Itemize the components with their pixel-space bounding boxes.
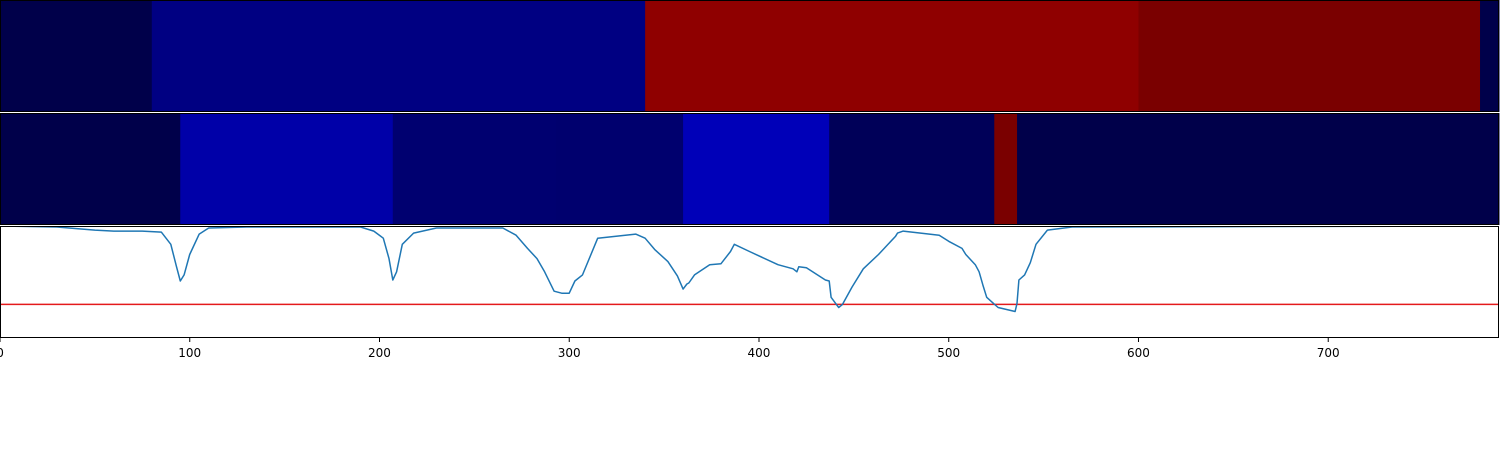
heatmap-top-segment xyxy=(645,0,1139,112)
heatmap-top-segment xyxy=(151,0,646,112)
heatmap-top-segment xyxy=(0,0,153,112)
x-tick-label: 200 xyxy=(368,346,391,360)
x-tick-label: 500 xyxy=(937,346,960,360)
heatmap-bottom-segment xyxy=(994,113,1018,225)
x-tick-label: 100 xyxy=(178,346,201,360)
heatmap-bottom-segment xyxy=(829,113,995,225)
line-panel-bg xyxy=(0,226,1500,338)
heatmap-bottom-segment xyxy=(1017,113,1500,225)
x-tick-label: 400 xyxy=(748,346,771,360)
line-panel-frame xyxy=(0,226,1499,338)
heatmap-top-segment xyxy=(1138,0,1481,112)
heatmap-top-frame xyxy=(0,0,1499,112)
x-tick-label: 600 xyxy=(1127,346,1150,360)
heatmap-bottom-segment xyxy=(180,113,394,225)
x-tick-label: 700 xyxy=(1317,346,1340,360)
x-tick-label: 0 xyxy=(0,346,4,360)
heatmap-bottom-segment xyxy=(555,113,684,225)
x-axis: 0 100 200 300 400 500 600 700 xyxy=(0,338,1340,360)
heatmap-bottom-frame xyxy=(0,113,1499,225)
x-tick-label: 300 xyxy=(558,346,581,360)
heatmap-top xyxy=(0,0,1500,112)
heatmap-bottom-segment xyxy=(392,113,557,225)
heatmap-bottom-segment xyxy=(683,113,830,225)
line-panel xyxy=(0,226,1500,338)
heatmap-bottom xyxy=(0,113,1500,225)
heatmap-top-segment xyxy=(1480,0,1500,112)
heatmap-bottom-segment xyxy=(0,113,181,225)
